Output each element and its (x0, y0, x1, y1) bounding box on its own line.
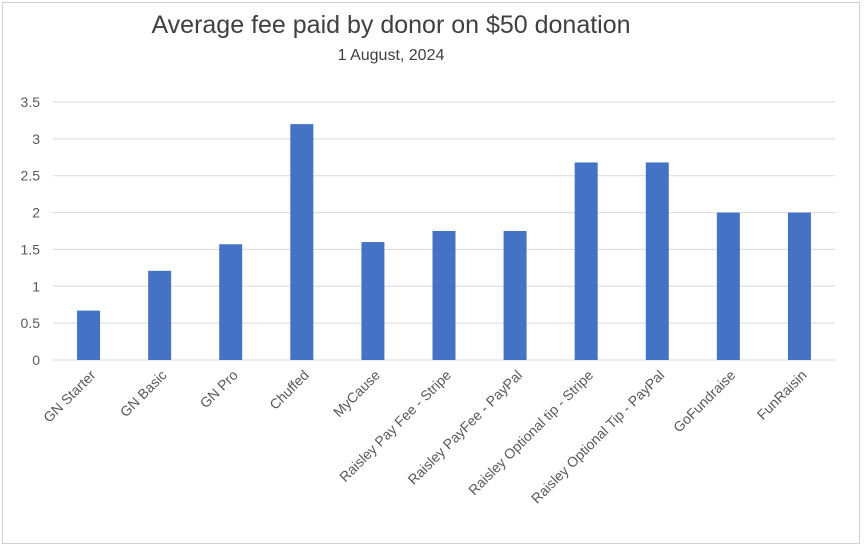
y-tick-label: 0.5 (21, 315, 41, 331)
bar (77, 310, 101, 360)
x-category-label: GoFundraise (670, 367, 739, 436)
y-tick-label: 1.5 (21, 241, 41, 257)
bars (77, 124, 811, 360)
chart-subtitle: 1 August, 2024 (337, 47, 445, 64)
x-axis-category-labels: GN Starter GN Basic GN Pro Chuffed MyCause Ra… (40, 367, 810, 507)
x-category-label: Raisley Optional tip - Stripe (465, 367, 596, 498)
bar (645, 162, 669, 360)
x-category-label: GN Starter (40, 367, 99, 426)
x-category-label: Raisley Optional Tip - PayPal (528, 367, 668, 507)
bar (503, 231, 527, 360)
y-axis-tick-labels: 0 0.5 1 1.5 2 2.5 3 3.5 (21, 94, 41, 368)
bar (432, 231, 456, 360)
x-category-label: FunRaisin (754, 367, 810, 423)
y-tick-label: 0 (32, 352, 40, 368)
bar (716, 212, 740, 360)
x-category-label: MyCause (330, 367, 383, 420)
x-category-label: GN Pro (197, 367, 241, 411)
bar (574, 162, 598, 360)
chart-title: Average fee paid by donor on $50 donatio… (151, 11, 631, 39)
y-tick-label: 3 (32, 131, 40, 147)
y-tick-label: 2.5 (21, 168, 41, 184)
bar (361, 242, 385, 360)
bar (787, 212, 811, 360)
bar (290, 124, 314, 360)
x-category-label: Raisley PayFee - PayPal (404, 367, 525, 488)
y-tick-label: 3.5 (21, 94, 41, 110)
y-tick-label: 1 (32, 278, 40, 294)
x-category-label: GN Basic (117, 367, 170, 420)
bar (219, 244, 243, 360)
bar-chart-plot: 0 0.5 1 1.5 2 2.5 3 3.5 GN Starter GN Basic GN Pr… (21, 94, 835, 507)
x-category-label: Chuffed (266, 367, 312, 413)
bar (148, 270, 172, 360)
y-tick-label: 2 (32, 205, 40, 221)
